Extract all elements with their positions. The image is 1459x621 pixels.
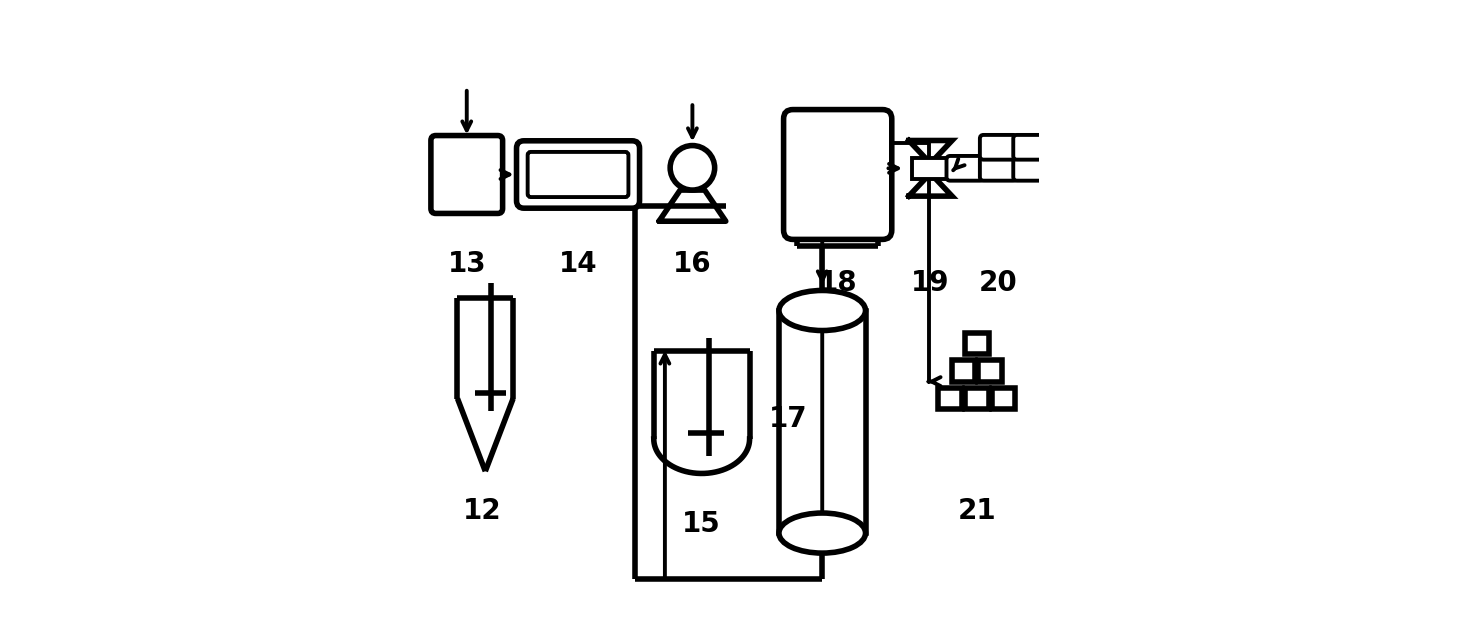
Text: 13: 13 — [448, 250, 486, 278]
Text: 15: 15 — [683, 510, 721, 538]
FancyBboxPatch shape — [430, 135, 502, 214]
Text: 21: 21 — [957, 497, 996, 525]
Text: 17: 17 — [769, 405, 807, 433]
Bar — [779, 310, 865, 533]
Text: 19: 19 — [912, 269, 950, 297]
Bar — [964, 388, 989, 409]
FancyBboxPatch shape — [980, 156, 1017, 181]
FancyBboxPatch shape — [783, 109, 891, 240]
Text: 12: 12 — [463, 497, 502, 525]
Text: 18: 18 — [818, 269, 856, 297]
Bar — [951, 360, 975, 381]
FancyBboxPatch shape — [516, 141, 639, 208]
FancyBboxPatch shape — [1013, 135, 1050, 160]
Text: 20: 20 — [979, 269, 1018, 297]
Bar — [992, 388, 1015, 409]
Text: 16: 16 — [673, 250, 712, 278]
Ellipse shape — [779, 513, 865, 553]
FancyBboxPatch shape — [1013, 156, 1050, 181]
Bar — [979, 360, 1002, 381]
FancyBboxPatch shape — [980, 135, 1017, 160]
Text: 14: 14 — [559, 250, 597, 278]
Ellipse shape — [779, 291, 865, 330]
Bar — [938, 388, 961, 409]
Circle shape — [670, 145, 715, 190]
Bar — [964, 333, 989, 354]
FancyBboxPatch shape — [947, 156, 983, 181]
FancyBboxPatch shape — [528, 152, 629, 197]
Bar — [912, 158, 948, 179]
